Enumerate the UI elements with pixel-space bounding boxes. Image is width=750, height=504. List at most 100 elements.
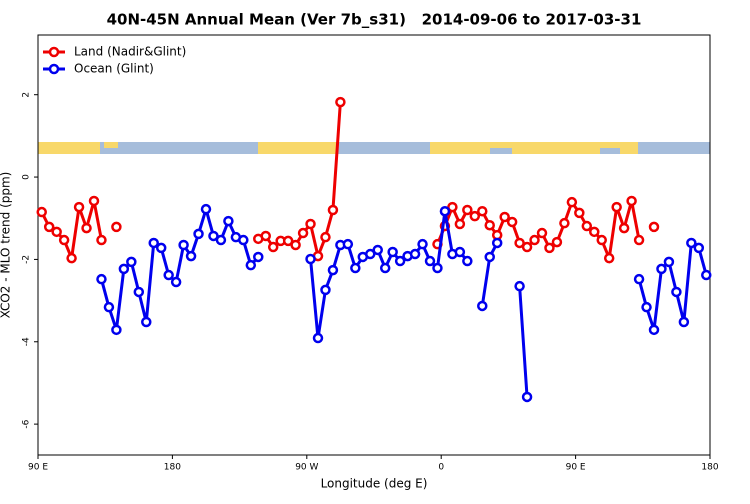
series-line (100, 203, 708, 398)
data-point (148, 237, 159, 249)
data-point (521, 241, 533, 253)
data-point (663, 256, 675, 268)
data-point (365, 248, 376, 260)
data-point (96, 273, 107, 285)
data-point (417, 238, 428, 250)
x-axis-title: Longitude (deg E) (321, 477, 428, 491)
data-point (603, 252, 615, 264)
data-point (574, 207, 585, 219)
data-point (581, 220, 593, 232)
data-point (282, 235, 294, 247)
data-point (491, 237, 503, 249)
data-point (342, 238, 354, 250)
data-point (111, 324, 122, 336)
data-point (51, 226, 62, 238)
data-point (641, 301, 652, 313)
data-point (327, 264, 339, 276)
land-band (104, 142, 118, 148)
data-point (178, 239, 189, 251)
data-point (208, 230, 219, 242)
data-point (394, 255, 406, 267)
plot-frame (37, 34, 711, 456)
data-point (245, 259, 257, 271)
data-point (96, 234, 107, 246)
data-point (462, 255, 473, 267)
data-point (185, 250, 197, 262)
data-point (73, 201, 85, 213)
data-point (350, 262, 361, 274)
data-point (215, 234, 227, 246)
data-point (238, 234, 249, 246)
data-point (611, 201, 622, 213)
data-point (648, 221, 660, 233)
surface-mask-band (38, 142, 710, 154)
data-point (88, 195, 100, 207)
data-point (633, 273, 645, 285)
data-point (327, 204, 339, 216)
data-point (81, 222, 92, 234)
data-point (409, 248, 421, 260)
legend-marker (48, 63, 60, 75)
x-tick-label: 180 (164, 463, 181, 473)
data-point (387, 246, 398, 258)
land-band (430, 142, 638, 154)
data-point (439, 205, 451, 217)
data-point (462, 204, 473, 216)
data-point (529, 234, 540, 246)
y-tick-label: 2 (22, 92, 32, 98)
data-point (163, 269, 174, 281)
y-tick-label: -4 (22, 337, 32, 346)
x-tick-label: 0 (438, 463, 444, 473)
data-point (66, 252, 77, 264)
data-point (671, 286, 682, 298)
data-point (320, 231, 331, 243)
series-line (42, 102, 654, 258)
data-point (111, 221, 122, 233)
data-point (626, 195, 637, 207)
x-tick-label: 90 E (28, 463, 48, 473)
data-point (469, 210, 481, 222)
data-point (118, 263, 130, 275)
data-point (432, 262, 443, 274)
y-tick-label: -6 (22, 419, 32, 428)
x-tick-label: 90 E (566, 463, 586, 473)
legend-marker (48, 46, 60, 58)
data-point (678, 316, 690, 328)
data-point (335, 96, 346, 108)
chart-title: 40N-45N Annual Mean (Ver 7b_s31) 2014-09… (107, 11, 642, 29)
data-point (477, 205, 488, 217)
data-point (686, 237, 697, 249)
ocean-band (600, 148, 620, 154)
data-point (656, 263, 667, 275)
data-point (193, 228, 204, 240)
data-point (155, 242, 167, 254)
data-point (454, 218, 466, 230)
data-point (477, 300, 488, 312)
data-point (267, 241, 279, 253)
data-point (551, 236, 563, 248)
data-point (223, 215, 234, 227)
data-point (521, 391, 533, 403)
data-point (596, 234, 607, 246)
data-point (484, 251, 495, 263)
data-point (312, 332, 324, 344)
data-point (297, 227, 309, 239)
data-point (141, 316, 152, 328)
data-point (648, 324, 660, 336)
data-point (253, 251, 264, 263)
x-tick-label: 90 W (295, 463, 318, 473)
y-tick-label: 0 (22, 174, 32, 180)
data-point (170, 276, 182, 288)
data-point (305, 218, 316, 230)
data-point (424, 255, 436, 267)
data-point (536, 227, 548, 239)
data-point (290, 239, 301, 251)
data-point (200, 203, 212, 215)
data-point (260, 230, 271, 242)
data-point (305, 253, 316, 265)
data-point (372, 244, 383, 256)
data-point (320, 284, 331, 296)
legend-label: Ocean (Glint) (74, 62, 154, 76)
land-band (258, 142, 336, 154)
data-point (618, 222, 630, 234)
